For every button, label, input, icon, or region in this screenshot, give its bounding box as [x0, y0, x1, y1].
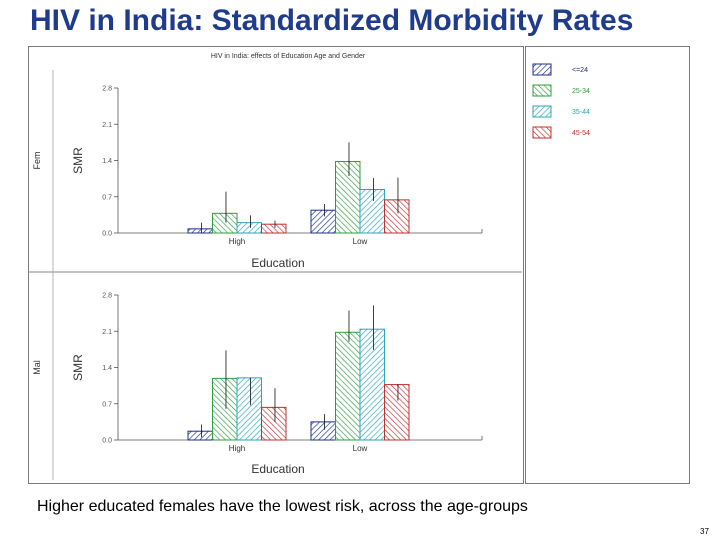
- y-axis-label: SMR: [71, 147, 85, 174]
- x-tick-label-high: High: [229, 237, 245, 246]
- bar-fem-low-45-54: [384, 199, 410, 234]
- bar-mal-low-45-54: [384, 384, 410, 441]
- y-tick-label: 2.8: [102, 86, 112, 93]
- bar-fem-low-24: [310, 209, 336, 234]
- legend-swatch-2: [532, 105, 552, 118]
- bar-mal-low-25-34: [335, 331, 361, 441]
- bar-mal-high-25-34: [212, 377, 238, 441]
- bar-fem-low-35-44: [359, 189, 385, 234]
- bar-fem-high-45-54: [261, 223, 287, 234]
- legend-frame: [525, 46, 690, 484]
- legend-label-2: 35-44: [572, 109, 590, 116]
- y-tick-label: 1.4: [102, 158, 112, 165]
- page-number: 37: [700, 527, 709, 536]
- bar-mal-high-24: [187, 430, 213, 441]
- strip-label-mal: Mal: [32, 360, 42, 375]
- bar-fem-high-24: [187, 228, 213, 234]
- y-tick-label: 0.7: [102, 401, 112, 408]
- legend-swatch-0: [532, 63, 552, 76]
- slide-title: HIV in India: Standardized Morbidity Rat…: [30, 4, 634, 37]
- legend-swatch-1: [532, 84, 552, 97]
- y-tick-label: 0.0: [102, 438, 112, 445]
- strip-label-fem: Fem: [32, 152, 42, 170]
- legend-swatch-3: [532, 126, 552, 139]
- y-tick-label: 1.4: [102, 365, 112, 372]
- bar-mal-low-35-44: [359, 328, 385, 441]
- y-tick-label: 2.8: [102, 293, 112, 300]
- bar-fem-low-25-34: [335, 161, 361, 234]
- legend-label-1: 25-34: [572, 88, 590, 95]
- x-axis-label: Education: [251, 462, 304, 476]
- y-tick-label: 2.1: [102, 329, 112, 336]
- x-axis-label: Education: [251, 256, 304, 270]
- x-tick-label-high: High: [229, 444, 245, 453]
- bar-mal-high-45-54: [261, 406, 287, 441]
- bar-fem-high-35-44: [236, 222, 262, 234]
- chart-title: HIV in India: effects of Education Age a…: [211, 53, 366, 60]
- x-tick-label-low: Low: [353, 237, 368, 246]
- y-tick-label: 0.0: [102, 231, 112, 238]
- y-tick-label: 2.1: [102, 122, 112, 129]
- legend-label-0: <=24: [572, 67, 588, 74]
- bar-fem-high-25-34: [212, 212, 238, 234]
- y-tick-label: 0.7: [102, 194, 112, 201]
- y-axis-label: SMR: [71, 354, 85, 381]
- slide-caption: Higher educated females have the lowest …: [37, 498, 528, 515]
- bar-mal-low-24: [310, 421, 336, 441]
- legend-label-3: 45-54: [572, 130, 590, 137]
- x-tick-label-low: Low: [353, 444, 368, 453]
- bar-mal-high-35-44: [236, 377, 262, 441]
